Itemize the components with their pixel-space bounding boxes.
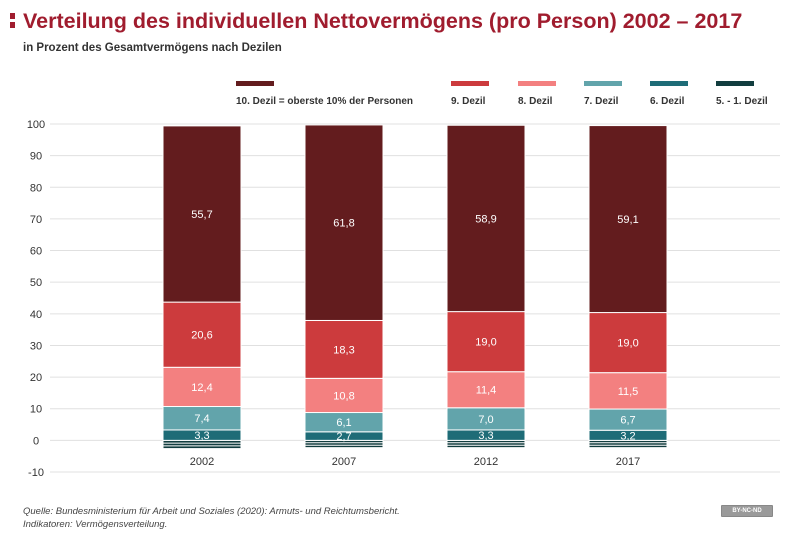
legend-label: 6. Dezil <box>650 96 685 107</box>
data-label: 19,0 <box>617 338 638 350</box>
x-tick-label: 2007 <box>332 456 356 468</box>
data-label: 55,7 <box>191 209 212 221</box>
legend-label: 5. - 1. Dezil <box>716 96 768 107</box>
data-label: 59,1 <box>617 214 638 226</box>
footer: Quelle: Bundesministerium für Arbeit und… <box>23 505 400 531</box>
bar-segment <box>304 319 384 379</box>
data-label: 10,8 <box>333 390 354 402</box>
data-label: 19,0 <box>475 337 496 349</box>
data-label: 20,6 <box>191 330 212 342</box>
legend-swatch <box>518 81 556 86</box>
data-label: 3,3 <box>194 430 209 442</box>
legend-label: 7. Dezil <box>584 96 619 107</box>
x-tick-label: 2012 <box>474 456 498 468</box>
legend-label: 10. Dezil = oberste 10% der Personen <box>236 96 413 107</box>
bar-segment <box>588 372 668 410</box>
bar-segment <box>446 124 526 313</box>
y-tick-label: 50 <box>30 277 42 289</box>
data-label: 58,9 <box>475 213 496 225</box>
legend-swatch <box>584 81 622 86</box>
y-tick-label: 40 <box>30 309 42 321</box>
y-tick-label: 90 <box>30 151 42 163</box>
chart-title: Verteilung des individuellen Nettovermög… <box>23 9 743 33</box>
data-label: 3,3 <box>478 430 493 442</box>
y-tick-label: 100 <box>27 119 45 131</box>
x-tick-label: 2002 <box>190 456 214 468</box>
data-label: 3,2 <box>620 430 635 442</box>
bar-segment <box>162 125 242 303</box>
data-label: 11,4 <box>476 385 497 397</box>
legend-swatch <box>236 81 274 86</box>
legend-swatch <box>451 81 489 86</box>
bar-segment <box>588 125 668 314</box>
bar-segment <box>588 312 668 374</box>
y-tick-label: 60 <box>30 246 42 258</box>
legend-swatch <box>716 81 754 86</box>
data-label: 7,4 <box>194 413 209 425</box>
bar-segment <box>162 301 242 368</box>
chart-subtitle: in Prozent des Gesamtvermögens nach Dezi… <box>23 42 282 54</box>
legend-label: 8. Dezil <box>518 96 553 107</box>
data-label: 6,7 <box>620 415 635 427</box>
stacked-bar-chart: -10 0 10 20 30 40 50 60 70 80 90 100 3,3 7,4 12,4 20,6 5… <box>27 81 780 479</box>
data-label: 61,8 <box>333 218 354 230</box>
y-tick-label: 0 <box>33 435 39 447</box>
bar-segment <box>304 377 384 414</box>
legend-label: 9. Dezil <box>451 96 486 107</box>
x-tick-label: 2017 <box>616 456 640 468</box>
y-tick-label: 20 <box>30 372 42 384</box>
data-label: 6,1 <box>336 417 351 429</box>
title-marker <box>10 13 15 31</box>
license-badge: BY-NC-ND <box>721 505 773 517</box>
legend-swatch <box>650 81 688 86</box>
y-tick-label: 30 <box>30 340 42 352</box>
data-label: 7,0 <box>478 414 493 426</box>
y-tick-label: 80 <box>30 182 42 194</box>
source-note: Quelle: Bundesministerium für Arbeit und… <box>23 506 400 517</box>
data-label: 18,3 <box>333 344 354 356</box>
bar-segment <box>304 124 384 321</box>
y-tick-label: -10 <box>28 467 44 479</box>
indicator-note: Indikatoren: Vermögensverteilung. <box>23 519 168 530</box>
data-label: 2,7 <box>336 431 351 443</box>
bar-segment <box>162 366 242 408</box>
data-label: 12,4 <box>191 382 212 394</box>
y-tick-label: 70 <box>30 214 42 226</box>
data-label: 11,5 <box>618 386 639 398</box>
y-tick-label: 10 <box>30 404 42 416</box>
